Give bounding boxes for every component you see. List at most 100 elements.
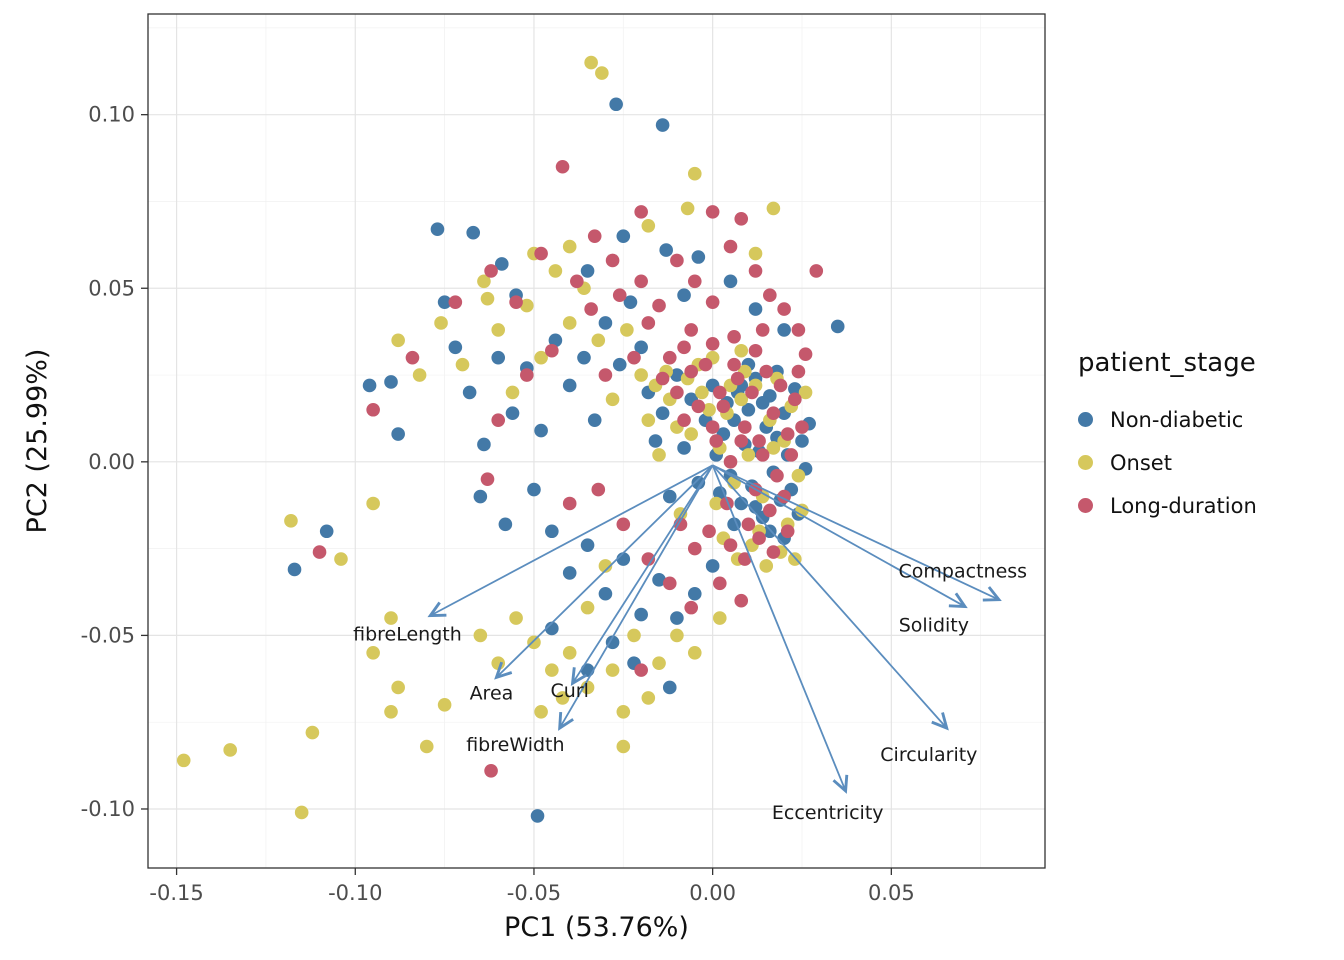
- data-point-onset: [712, 611, 727, 625]
- y-axis-title: PC2 (25.99%): [22, 348, 53, 534]
- data-point-onset: [391, 333, 405, 348]
- legend-item-non-diabetic: Non-diabetic: [1078, 398, 1257, 441]
- legend-item-long-duration: Long-duration: [1078, 484, 1257, 527]
- data-point-non-diabetic: [612, 357, 627, 372]
- data-point-non-diabetic: [652, 573, 666, 587]
- data-point-long-duration: [534, 246, 548, 261]
- data-point-non-diabetic: [748, 302, 763, 316]
- data-point-non-diabetic: [723, 274, 738, 289]
- data-point-onset: [748, 246, 763, 261]
- legend-dot-onset-icon: [1078, 455, 1093, 470]
- data-point-onset: [334, 552, 348, 566]
- data-point-long-duration: [748, 343, 763, 358]
- data-point-long-duration: [562, 496, 577, 511]
- data-point-onset: [687, 166, 702, 181]
- data-point-non-diabetic: [534, 423, 548, 438]
- data-point-onset: [798, 385, 813, 400]
- x-tick-label: 0.05: [868, 881, 915, 905]
- data-point-non-diabetic: [677, 288, 691, 302]
- data-point-onset: [412, 368, 427, 382]
- data-point-non-diabetic: [795, 434, 809, 448]
- data-point-onset: [473, 628, 488, 643]
- data-point-long-duration: [745, 385, 759, 400]
- data-point-non-diabetic: [687, 586, 702, 601]
- data-point-onset: [562, 316, 577, 330]
- data-point-onset: [562, 645, 577, 660]
- data-point-onset: [680, 201, 695, 216]
- data-point-long-duration: [766, 406, 781, 421]
- data-point-long-duration: [780, 524, 795, 539]
- data-point-non-diabetic: [670, 611, 684, 625]
- data-point-long-duration: [763, 503, 777, 518]
- data-point-long-duration: [784, 448, 799, 462]
- data-point-onset: [616, 704, 631, 719]
- data-point-long-duration: [730, 371, 745, 386]
- data-point-long-duration: [641, 552, 656, 566]
- data-point-long-duration: [752, 531, 766, 546]
- data-point-long-duration: [734, 212, 749, 226]
- data-point-onset: [527, 635, 541, 650]
- data-point-onset: [641, 691, 656, 705]
- data-point-long-duration: [652, 298, 666, 313]
- data-point-onset: [305, 725, 320, 740]
- loading-arrow-solidity: [712, 464, 968, 609]
- data-point-long-duration: [634, 205, 648, 219]
- data-point-long-duration: [677, 413, 691, 427]
- data-point-onset: [766, 201, 781, 216]
- data-point-onset: [595, 66, 609, 80]
- data-point-long-duration: [763, 288, 777, 302]
- data-point-non-diabetic: [473, 489, 488, 504]
- loading-arrow-compactness: [712, 464, 1002, 602]
- data-point-onset: [480, 291, 495, 306]
- data-point-long-duration: [791, 364, 806, 379]
- data-point-onset: [695, 385, 709, 400]
- data-point-onset: [491, 323, 506, 337]
- data-point-non-diabetic: [430, 222, 445, 237]
- data-point-non-diabetic: [530, 809, 545, 823]
- data-point-onset: [605, 663, 620, 677]
- data-point-long-duration: [591, 482, 606, 497]
- data-point-long-duration: [752, 434, 766, 448]
- legend-item-label: Non-diabetic: [1110, 407, 1244, 432]
- data-point-onset: [520, 298, 534, 313]
- data-point-onset: [687, 645, 702, 660]
- data-point-non-diabetic: [830, 319, 845, 334]
- data-point-onset: [702, 402, 716, 417]
- data-point-long-duration: [584, 302, 598, 316]
- data-point-long-duration: [773, 378, 788, 393]
- data-point-onset: [605, 392, 620, 407]
- data-point-non-diabetic: [580, 663, 595, 677]
- data-point-non-diabetic: [466, 225, 481, 240]
- loading-label-compactness: Compactness: [899, 560, 1028, 582]
- data-point-non-diabetic: [655, 406, 670, 421]
- y-tick-label: 0.10: [88, 103, 135, 127]
- data-point-long-duration: [748, 264, 763, 278]
- data-point-non-diabetic: [662, 680, 677, 695]
- data-point-onset: [455, 357, 470, 372]
- data-point-onset: [434, 316, 448, 330]
- data-point-long-duration: [366, 402, 380, 417]
- data-point-long-duration: [734, 434, 749, 448]
- legend-dot-long-duration-icon: [1078, 498, 1093, 513]
- data-point-non-diabetic: [616, 229, 631, 243]
- data-point-onset: [584, 55, 598, 70]
- data-point-long-duration: [698, 357, 713, 372]
- data-point-onset: [766, 441, 781, 455]
- data-point-long-duration: [480, 472, 495, 486]
- data-point-long-duration: [684, 323, 699, 337]
- data-point-onset: [759, 559, 774, 573]
- data-point-long-duration: [616, 517, 631, 532]
- data-point-non-diabetic: [498, 517, 513, 532]
- data-point-non-diabetic: [494, 257, 509, 271]
- data-point-long-duration: [723, 239, 738, 254]
- data-point-long-duration: [555, 159, 570, 174]
- data-point-onset: [741, 448, 756, 462]
- data-point-long-duration: [738, 552, 752, 566]
- data-point-non-diabetic: [623, 295, 638, 309]
- data-point-long-duration: [709, 434, 724, 448]
- data-point-onset: [419, 739, 434, 754]
- data-point-long-duration: [712, 385, 727, 400]
- data-point-non-diabetic: [609, 97, 623, 112]
